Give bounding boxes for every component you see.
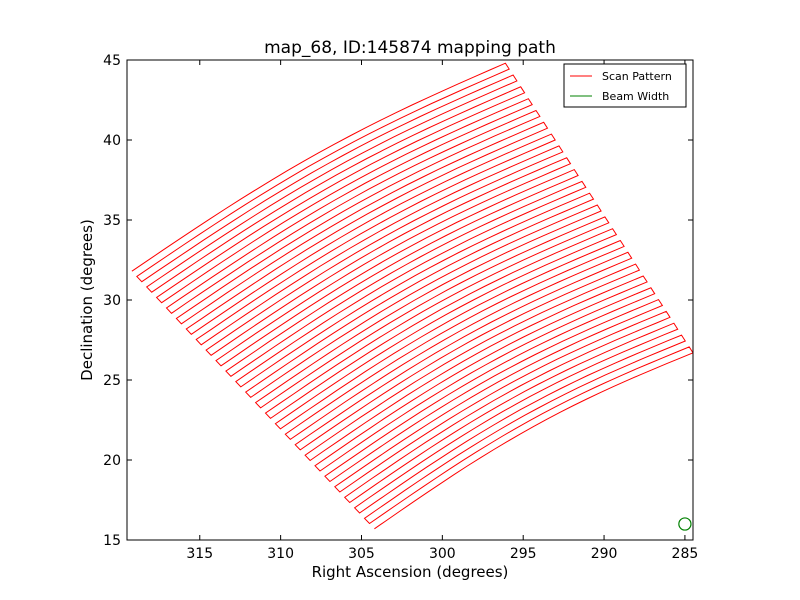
- y-tick-label: 45: [103, 53, 121, 69]
- x-tick-label: 315: [186, 546, 213, 562]
- legend-box: [563, 63, 687, 108]
- scan-pattern-path: [131, 62, 693, 530]
- y-tick-label: 35: [103, 213, 121, 229]
- x-tick-label: 310: [267, 546, 294, 562]
- legend-label-scan-pattern: Scan Pattern: [602, 70, 672, 83]
- x-tick-label: 305: [348, 546, 375, 562]
- x-tick-label: 300: [429, 546, 456, 562]
- x-tick-label: 285: [672, 546, 699, 562]
- y-tick-label: 40: [103, 133, 121, 149]
- legend: Scan Pattern Beam Width: [563, 63, 687, 108]
- y-tick-label: 30: [103, 293, 121, 309]
- axis-ticks: 315 310 305 300 295 290 285 15 20 25 30 35 40 45: [103, 53, 698, 562]
- x-tick-label: 295: [510, 546, 537, 562]
- y-axis-label: Declination (degrees): [78, 219, 96, 381]
- chart-title: map_68, ID:145874 mapping path: [264, 38, 556, 58]
- x-tick-label: 290: [591, 546, 618, 562]
- beam-width-circle: [678, 517, 692, 531]
- scan-pattern-series: [131, 62, 693, 530]
- y-tick-label: 15: [103, 533, 121, 549]
- legend-label-beam-width: Beam Width: [602, 90, 669, 103]
- y-tick-label: 25: [103, 373, 121, 389]
- y-tick-label: 20: [103, 453, 121, 469]
- x-axis-label: Right Ascension (degrees): [312, 563, 509, 581]
